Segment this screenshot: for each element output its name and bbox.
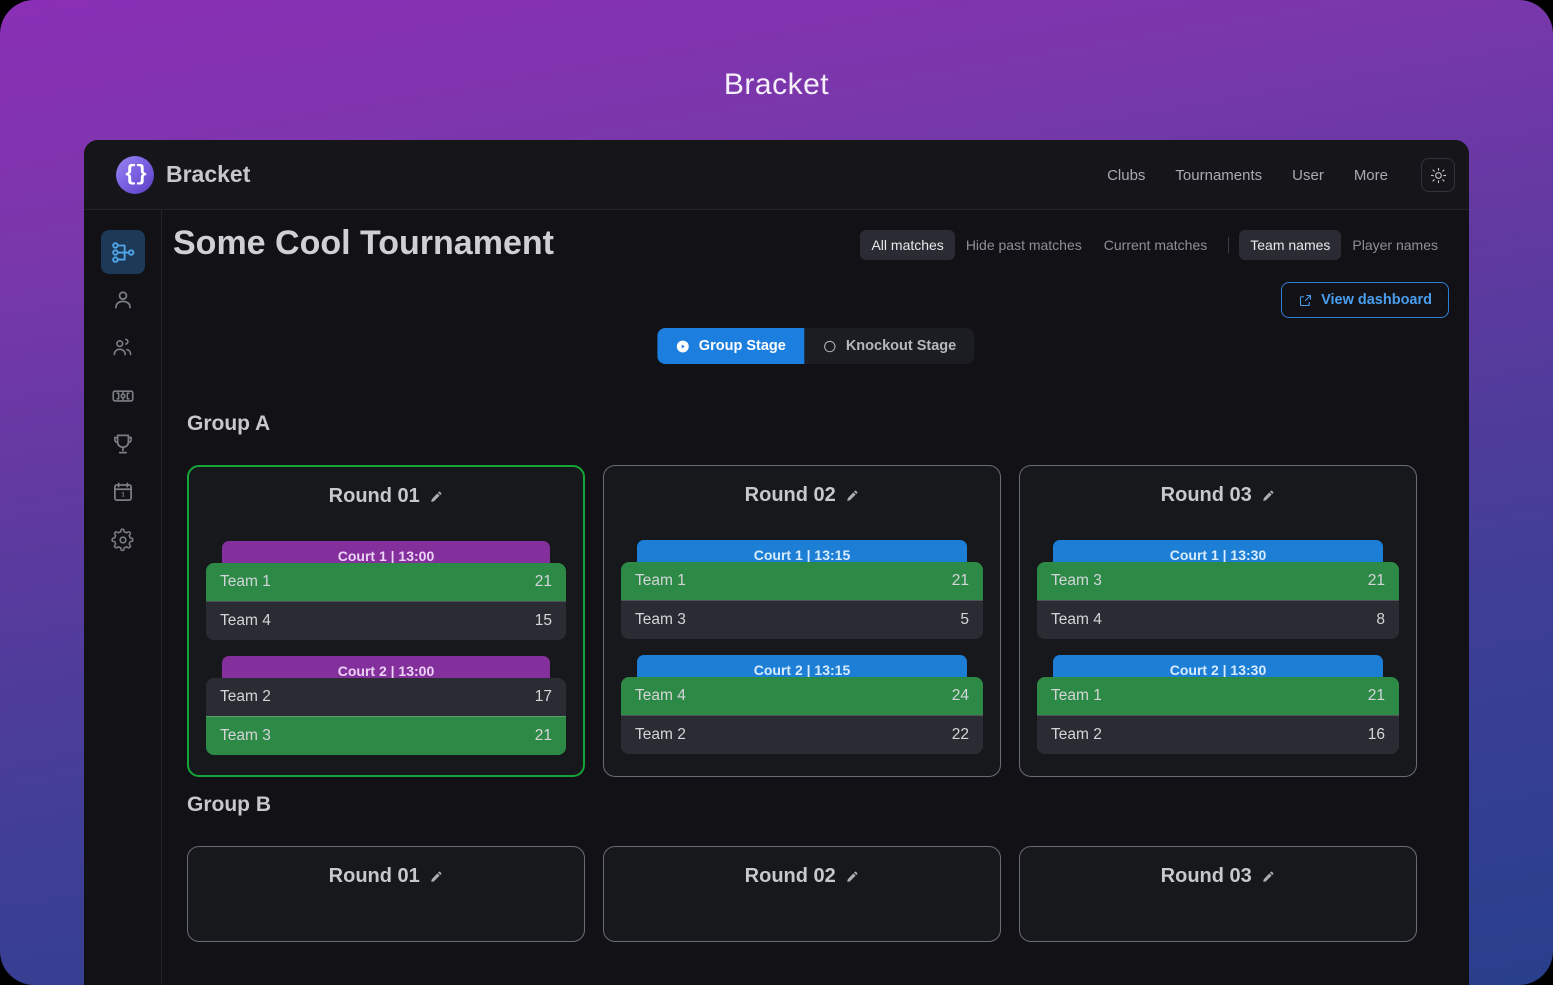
- svg-text:1: 1: [121, 492, 125, 499]
